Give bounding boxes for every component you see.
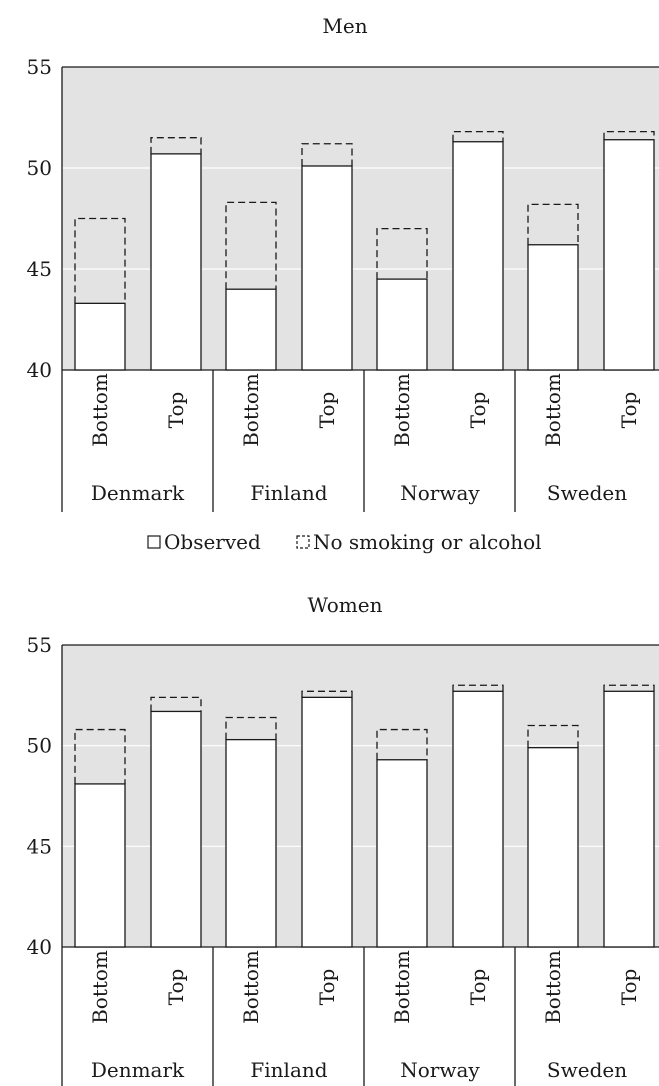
bar-observed [225,288,277,371]
x-group-label: Norway [400,1058,480,1082]
bar-counterfactual [603,130,655,140]
x-subcategory-label: Bottom [390,950,414,1024]
x-subcategory-label: Bottom [541,373,565,447]
x-subcategory-label: Top [466,969,490,1006]
bar-counterfactual [527,724,579,748]
x-subcategory-label: Bottom [541,950,565,1024]
legend-observed-label: Observed [164,530,261,554]
bar-observed [376,759,428,948]
bar-observed [527,244,579,371]
bar-observed [74,302,126,371]
x-subcategory-label: Top [164,392,188,429]
bar-observed [603,690,655,948]
legend-counterfactual-swatch [296,535,310,549]
x-subcategory-label: Top [315,392,339,429]
x-group-label: Finland [250,481,327,505]
bar-observed [452,141,504,371]
panel-men: Men 40 45 50 55 Bottom Top Bottom Top Bottom Top Bo… [27,14,659,512]
x-subcategory-label: Bottom [239,373,263,447]
bar-observed [301,696,353,948]
x-subcategory-label: Top [315,969,339,1006]
x-subcategory-label: Bottom [390,373,414,447]
x-subcategory-label: Bottom [239,950,263,1024]
x-group-label: Sweden [547,1058,627,1082]
bar-counterfactual [376,728,428,760]
bar-counterfactual [301,143,353,166]
bar-counterfactual [452,130,504,142]
y-tick-label: 50 [27,156,52,180]
bar-observed [301,165,353,371]
bar-counterfactual [150,696,202,712]
bar-counterfactual [452,684,504,692]
bar-counterfactual [376,227,428,280]
bar-observed [527,747,579,948]
bar-counterfactual [74,217,126,304]
x-group-label: Norway [400,481,480,505]
bar-observed [225,738,277,948]
bar-counterfactual [301,690,353,698]
y-tick-label: 40 [27,358,52,382]
bar-observed [74,783,126,948]
y-tick-label: 40 [27,935,52,959]
bar-observed [150,153,202,371]
x-subcategory-label: Top [164,969,188,1006]
bar-counterfactual [225,201,277,290]
x-group-label: Denmark [91,1058,185,1082]
bar-observed [452,690,504,948]
y-tick-label: 50 [27,734,52,758]
x-subcategory-label: Bottom [88,950,112,1024]
x-subcategory-label: Bottom [88,373,112,447]
panel-women: Women 40 45 50 55 Bottom Top Bottom Top Bottom Top… [27,593,659,1086]
chart-title: Men [322,14,367,38]
bar-observed [150,710,202,948]
legend: Observed No smoking or alcohol [147,530,542,554]
y-tick-label: 45 [27,257,52,281]
x-subcategory-label: Top [617,969,641,1006]
bar-observed [603,139,655,371]
bar-counterfactual [74,728,126,784]
legend-observed-swatch [147,535,161,549]
y-tick-label: 55 [27,633,52,657]
x-group-label: Denmark [91,481,185,505]
x-group-label: Sweden [547,481,627,505]
bar-counterfactual [225,716,277,740]
bar-counterfactual [527,203,579,245]
bar-counterfactual [603,684,655,692]
legend-counterfactual-label: No smoking or alcohol [313,530,542,554]
x-group-label: Finland [250,1058,327,1082]
x-subcategory-label: Top [466,392,490,429]
y-tick-label: 55 [27,55,52,79]
bar-observed [376,278,428,371]
y-tick-label: 45 [27,834,52,858]
x-subcategory-label: Top [617,392,641,429]
chart-title: Women [308,593,383,617]
